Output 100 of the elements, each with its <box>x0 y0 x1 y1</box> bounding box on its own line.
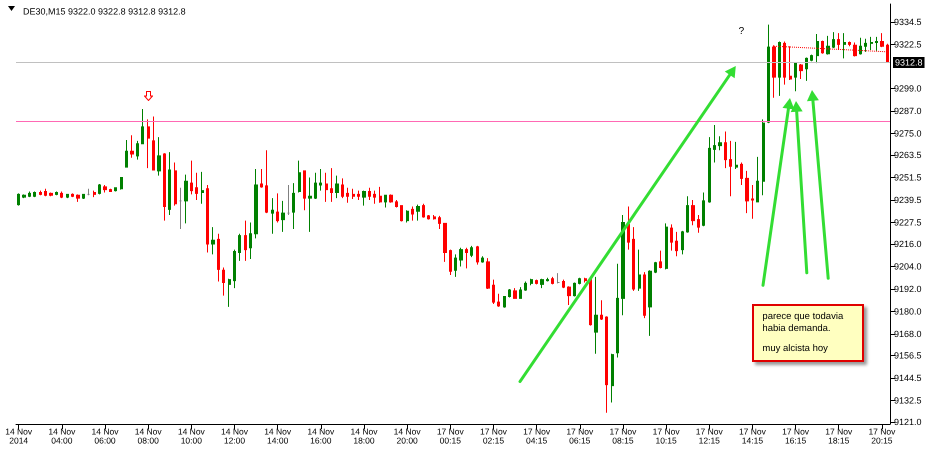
x-tick-label: 14 Nov 08:00 <box>134 426 162 446</box>
x-tick-label: 14 Nov 10:00 <box>178 426 206 446</box>
candlestick <box>281 200 285 232</box>
candlestick <box>557 272 560 284</box>
x-tick-label: 17 Nov 12:15 <box>696 426 724 446</box>
x-tick-label: 17 Nov 04:15 <box>523 426 551 446</box>
candlestick <box>767 24 770 124</box>
candlestick <box>551 276 554 285</box>
candlestick <box>260 168 263 188</box>
candlestick <box>740 162 743 186</box>
candlestick <box>459 247 463 267</box>
candlestick <box>384 194 387 208</box>
candlestick <box>373 190 376 204</box>
candlestick <box>352 188 355 200</box>
y-tick-label: 9180.0 <box>894 306 922 316</box>
x-tick-label: 14 Nov 18:00 <box>350 426 378 446</box>
candlestick <box>163 152 166 222</box>
candlestick <box>648 270 652 336</box>
candlestick <box>303 170 306 211</box>
candlestick <box>794 62 797 92</box>
candlestick <box>98 184 101 195</box>
candlestick <box>103 184 107 193</box>
annotation: ? <box>738 26 744 38</box>
candlestick <box>427 214 430 220</box>
candlestick <box>87 188 90 196</box>
candlestick <box>39 190 42 196</box>
candlestick <box>843 32 846 59</box>
x-tick-label: 14 Nov 06:00 <box>92 426 120 446</box>
candlestick <box>751 184 754 220</box>
candlestick <box>600 300 603 320</box>
x-tick-label: 14 Nov 16:00 <box>307 426 336 446</box>
x-tick-label: 14 Nov 2014 <box>5 426 33 446</box>
x-tick-label: 17 Nov 10:15 <box>652 426 680 446</box>
candlestick <box>271 198 274 234</box>
candlestick <box>217 233 220 282</box>
candlestick <box>325 172 328 202</box>
candlestick <box>120 176 123 190</box>
candlestick <box>33 191 36 198</box>
candlestick <box>799 64 803 80</box>
candlestick <box>611 353 614 403</box>
candlestick <box>465 247 468 269</box>
candlestick <box>735 141 738 170</box>
candlestick <box>562 279 565 289</box>
candlestick <box>357 190 360 200</box>
candlestick <box>422 203 425 218</box>
candlestick <box>179 187 182 230</box>
candlestick <box>228 278 231 308</box>
candlestick <box>875 36 878 52</box>
candlestick <box>675 231 678 257</box>
x-tick-label: 17 Nov 18:15 <box>825 426 853 446</box>
candlestick <box>503 296 506 308</box>
candlestick <box>44 188 47 197</box>
candlestick <box>438 215 441 230</box>
candlestick <box>605 316 608 414</box>
candlestick <box>147 118 150 169</box>
y-tick-label: 9144.5 <box>894 373 922 384</box>
candlestick <box>157 136 161 176</box>
x-tick-label: 17 Nov 02:15 <box>480 426 508 446</box>
candlestick <box>201 171 204 204</box>
candlestick <box>638 249 641 292</box>
candlestick <box>152 116 155 170</box>
y-tick-label: 9168.0 <box>894 329 922 339</box>
x-tick-label: 17 Nov 20:15 <box>868 426 896 446</box>
candlestick <box>211 226 215 255</box>
candlestick <box>449 249 452 276</box>
candlestick <box>130 134 134 158</box>
candlestick <box>406 210 409 223</box>
candlestick <box>28 191 31 198</box>
candlestick <box>76 194 80 202</box>
candlestick <box>745 170 749 214</box>
candlestick <box>778 41 781 96</box>
annotation: parece que todavia habia demanda. <box>762 311 844 335</box>
y-tick-label: 9204.0 <box>894 262 922 272</box>
y-tick-label: 9227.5 <box>894 217 922 228</box>
candlestick <box>330 168 333 202</box>
candlestick <box>519 286 522 299</box>
candlestick <box>400 205 403 222</box>
candlestick <box>109 188 112 192</box>
candlestick <box>22 194 26 199</box>
candlestick <box>546 277 549 282</box>
candlestick <box>691 199 695 226</box>
candlestick <box>832 32 835 49</box>
candlestick <box>55 191 58 196</box>
candlestick <box>724 131 727 169</box>
candlestick <box>497 293 500 308</box>
y-tick-label: 9287.0 <box>894 106 922 116</box>
ref-line-label: 9312.8 <box>895 58 923 68</box>
candlestick <box>93 190 96 198</box>
candlestick <box>254 168 258 239</box>
candlestick <box>594 276 598 354</box>
candlestick <box>756 156 759 202</box>
candlestick <box>287 184 290 216</box>
candlestick <box>190 160 193 195</box>
candlestick <box>443 222 447 262</box>
x-tick-label: 17 Nov 16:15 <box>782 426 810 446</box>
candlestick <box>411 206 414 222</box>
candlestick <box>389 194 393 204</box>
y-tick-label: 9216.0 <box>894 239 922 249</box>
candlestick <box>702 192 705 227</box>
candlestick <box>632 226 635 292</box>
